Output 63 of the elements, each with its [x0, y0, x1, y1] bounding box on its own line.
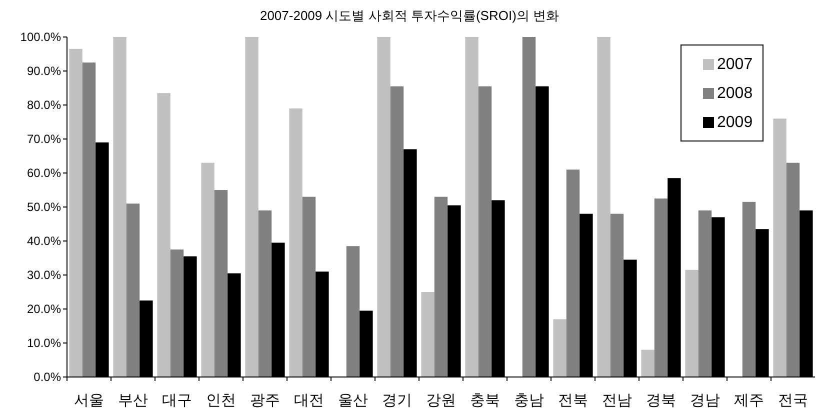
x-tick-label: 인천 — [206, 392, 236, 409]
x-tick-label: 강원 — [426, 392, 456, 409]
x-tick-label: 전국 — [778, 392, 808, 409]
bar — [742, 202, 756, 377]
bar — [201, 162, 214, 377]
bar — [478, 86, 492, 377]
y-tick-label: 40.0% — [26, 234, 62, 248]
bar — [685, 270, 698, 377]
y-tick-label: 100.0% — [20, 30, 62, 44]
bar — [377, 37, 390, 377]
x-tick-label: 경북 — [646, 392, 676, 409]
bar — [610, 214, 624, 377]
bar — [214, 190, 228, 377]
bar — [698, 210, 712, 377]
bar — [566, 170, 580, 377]
x-tick-label: 대전 — [294, 392, 324, 409]
y-tick-label: 60.0% — [26, 166, 62, 180]
legend-label: 2008 — [717, 85, 753, 102]
y-tick-label: 90.0% — [26, 64, 62, 78]
x-tick-label: 전남 — [602, 392, 632, 409]
x-tick-label: 광주 — [250, 392, 280, 409]
y-tick-label: 30.0% — [26, 268, 62, 282]
y-tick-label: 0.0% — [34, 370, 62, 384]
bar — [113, 37, 126, 377]
chart-title: 2007-2009 시도별 사회적 투자수익률(SROI)의 변화 — [260, 8, 560, 23]
bar — [258, 210, 272, 377]
bar — [346, 246, 360, 377]
bar — [597, 37, 610, 377]
bar — [773, 118, 786, 377]
bar — [786, 162, 800, 377]
legend-label: 2009 — [717, 114, 753, 131]
x-tick-label: 부산 — [118, 392, 148, 409]
y-tick-label: 80.0% — [26, 98, 62, 112]
x-tick-label: 제주 — [734, 392, 764, 409]
bar — [157, 93, 170, 377]
x-tick-label: 경기 — [382, 392, 412, 409]
y-tick-label: 50.0% — [26, 200, 62, 214]
x-tick-label: 전북 — [558, 392, 588, 409]
bar — [434, 196, 448, 377]
bar — [390, 86, 404, 377]
bar — [126, 204, 140, 377]
bar — [69, 48, 82, 377]
bar — [170, 250, 184, 377]
x-tick-label: 경남 — [690, 392, 720, 409]
bar — [465, 37, 478, 377]
bar — [421, 292, 434, 377]
x-tick-label: 서울 — [74, 392, 104, 409]
bar — [641, 350, 654, 377]
bar — [245, 37, 258, 377]
x-tick-label: 울산 — [338, 392, 368, 409]
x-tick-label: 충남 — [514, 392, 544, 409]
x-tick-label: 충북 — [470, 392, 500, 409]
y-tick-label: 10.0% — [26, 336, 62, 350]
x-tick-label: 대구 — [162, 392, 192, 409]
y-tick-label: 20.0% — [26, 302, 62, 316]
bar — [82, 62, 96, 377]
bar — [302, 196, 316, 377]
bar — [289, 108, 302, 377]
legend-label: 2007 — [717, 56, 753, 73]
bar — [553, 319, 566, 377]
bar — [654, 198, 668, 377]
y-tick-label: 70.0% — [26, 132, 62, 146]
bar — [522, 37, 536, 377]
